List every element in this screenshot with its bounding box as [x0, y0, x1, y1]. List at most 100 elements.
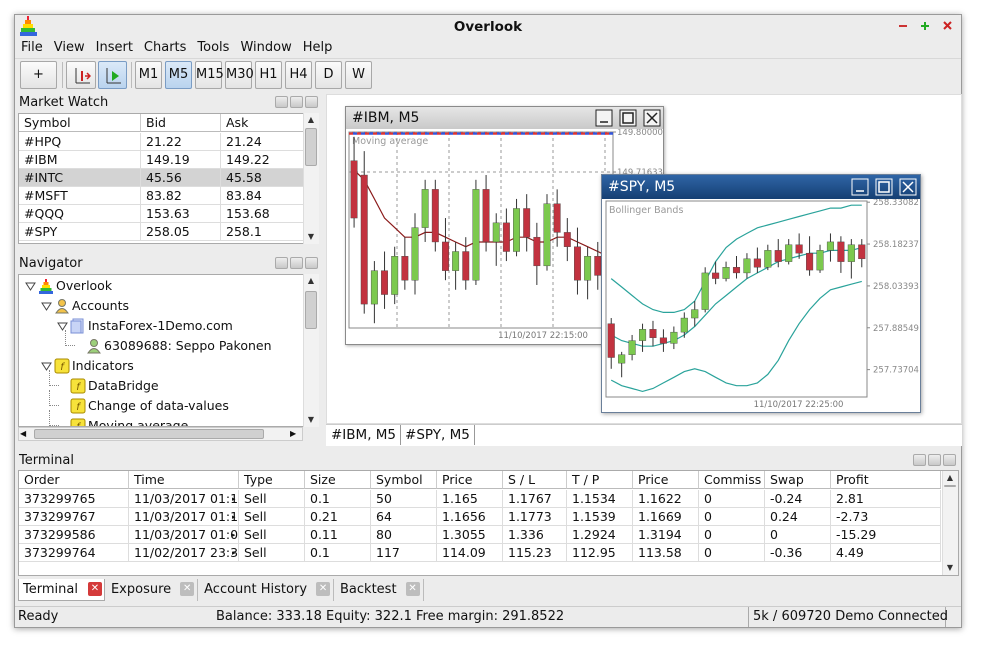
- column-header: [437, 471, 503, 489]
- candle-body: [847, 244, 855, 262]
- tab-label: Backtest: [340, 582, 397, 597]
- panel-button[interactable]: [943, 454, 956, 466]
- scroll-arrow-up[interactable]: ▲: [946, 473, 954, 482]
- autoscroll-button[interactable]: [98, 61, 127, 89]
- timeframe-button[interactable]: M1: [135, 61, 162, 89]
- panel-button[interactable]: [290, 96, 303, 108]
- panel-button[interactable]: [275, 257, 288, 269]
- scroll-thumb[interactable]: [305, 291, 317, 329]
- chart-tab[interactable]: #SPY, M5: [405, 425, 475, 445]
- scroll-arrow-down[interactable]: ▼: [307, 232, 315, 241]
- table-row[interactable]: [19, 544, 941, 562]
- table-row[interactable]: [19, 133, 304, 151]
- icon-stripe: [25, 20, 31, 24]
- table-cell: 117: [371, 544, 437, 562]
- terminal-tab[interactable]: Terminal ✕: [18, 579, 105, 601]
- candle-body: [533, 236, 541, 267]
- overflow-marker: ▸: [232, 531, 236, 539]
- tree-item[interactable]: InstaForex-1Demo.com: [88, 318, 233, 333]
- tab-close-button[interactable]: ✕: [316, 582, 331, 596]
- window-title: Overlook: [453, 19, 523, 35]
- icon-box: [70, 398, 86, 414]
- menu-item[interactable]: Help: [302, 40, 333, 55]
- tree-icon: f: [54, 358, 70, 374]
- candle-body: [411, 227, 419, 281]
- scroll-arrow-down[interactable]: ▼: [307, 415, 315, 424]
- table-row[interactable]: [19, 169, 304, 187]
- terminal-tab[interactable]: Account History ✕: [200, 579, 335, 601]
- menu-item[interactable]: View: [53, 40, 85, 55]
- column-header-text: Swap: [770, 472, 804, 487]
- column-header: [129, 471, 239, 489]
- timeframe-button[interactable]: W: [345, 61, 372, 89]
- panel-button[interactable]: [928, 454, 941, 466]
- panel-button[interactable]: [290, 257, 303, 269]
- menu-item[interactable]: Insert: [95, 40, 133, 55]
- timeframe-button[interactable]: M30: [225, 61, 254, 89]
- terminal-tab[interactable]: Backtest ✕: [336, 579, 424, 601]
- y-tick-label: 149.71633: [617, 168, 663, 178]
- window-button-glyph: [646, 112, 658, 124]
- tab-close-button[interactable]: ✕: [180, 582, 195, 596]
- scroll-arrow-up[interactable]: ▲: [307, 115, 315, 124]
- timeframe-button[interactable]: H1: [255, 61, 282, 89]
- menu-item[interactable]: Charts: [143, 40, 187, 55]
- panel-title: Market Watch: [19, 95, 109, 110]
- chart-tab[interactable]: #IBM, M5: [331, 425, 402, 445]
- tree-item[interactable]: Moving average: [88, 418, 189, 427]
- tab-label: Terminal: [23, 582, 78, 597]
- tree-item[interactable]: Overlook: [56, 278, 113, 293]
- time-label: 11/10/2017 22:25:00: [754, 400, 844, 410]
- table-row[interactable]: [19, 151, 304, 169]
- menu-bar: File View Insert Charts Tools Window Help: [15, 38, 961, 57]
- table-row[interactable]: [19, 508, 941, 526]
- scroll-arrow-down[interactable]: ▼: [946, 563, 954, 572]
- table-row[interactable]: [19, 490, 941, 508]
- tree-toggle: [41, 362, 52, 371]
- tab-close-button[interactable]: ✕: [405, 582, 420, 596]
- menu-item[interactable]: File: [21, 40, 43, 55]
- tree-item[interactable]: DataBridge: [88, 378, 159, 393]
- tree-connector: [49, 410, 59, 426]
- panel-button[interactable]: [305, 257, 318, 269]
- menu-item[interactable]: Tools: [197, 40, 230, 55]
- tab-close-button[interactable]: ✕: [87, 582, 102, 596]
- panel-button[interactable]: [275, 96, 288, 108]
- tree-item[interactable]: Indicators: [72, 358, 134, 373]
- candle-body: [680, 317, 688, 333]
- table-row[interactable]: [19, 526, 941, 544]
- toolbar-divider: [62, 62, 63, 88]
- h-scroll-thumb[interactable]: [34, 429, 264, 439]
- scroll-thumb[interactable]: [305, 128, 317, 166]
- candle-body: [607, 323, 615, 358]
- scroll-arrow-left[interactable]: ◀: [20, 429, 27, 438]
- tree-item[interactable]: Accounts: [72, 298, 129, 313]
- candle-body: [837, 241, 845, 262]
- panel-button[interactable]: [913, 454, 926, 466]
- timeframe-button[interactable]: D: [315, 61, 342, 89]
- timeframe-button[interactable]: H4: [285, 61, 312, 89]
- table-cell: 11/02/2017 23:3: [129, 544, 239, 562]
- table-cell: 11/03/2017 01:1: [129, 508, 239, 526]
- candle-body: [816, 250, 824, 271]
- column-header-text: Price: [638, 472, 669, 487]
- add-button[interactable]: +: [20, 61, 57, 89]
- chart-mode-button[interactable]: [66, 61, 96, 89]
- table-row[interactable]: [19, 187, 304, 205]
- terminal-tab[interactable]: Exposure ✕: [107, 579, 199, 601]
- menu-item[interactable]: Window: [240, 40, 292, 55]
- scroll-thumb[interactable]: [944, 485, 956, 487]
- timeframe-button[interactable]: M15: [195, 61, 224, 89]
- table-cell: 11/03/2017 01:1: [129, 490, 239, 508]
- timeframe-button[interactable]: M5: [165, 61, 192, 89]
- tree-icon: f: [70, 378, 86, 394]
- panel-button[interactable]: [305, 96, 318, 108]
- tree-item[interactable]: 63089688: Seppo Pakonen: [104, 338, 272, 353]
- icon-arrow: [85, 72, 91, 80]
- scroll-arrow-up[interactable]: ▲: [307, 276, 315, 285]
- table-row[interactable]: [19, 223, 304, 241]
- table-row[interactable]: [19, 205, 304, 223]
- tree-item[interactable]: Change of data-values: [88, 398, 229, 413]
- tree-icon: [87, 339, 101, 354]
- scroll-arrow-right[interactable]: ▶: [290, 429, 297, 438]
